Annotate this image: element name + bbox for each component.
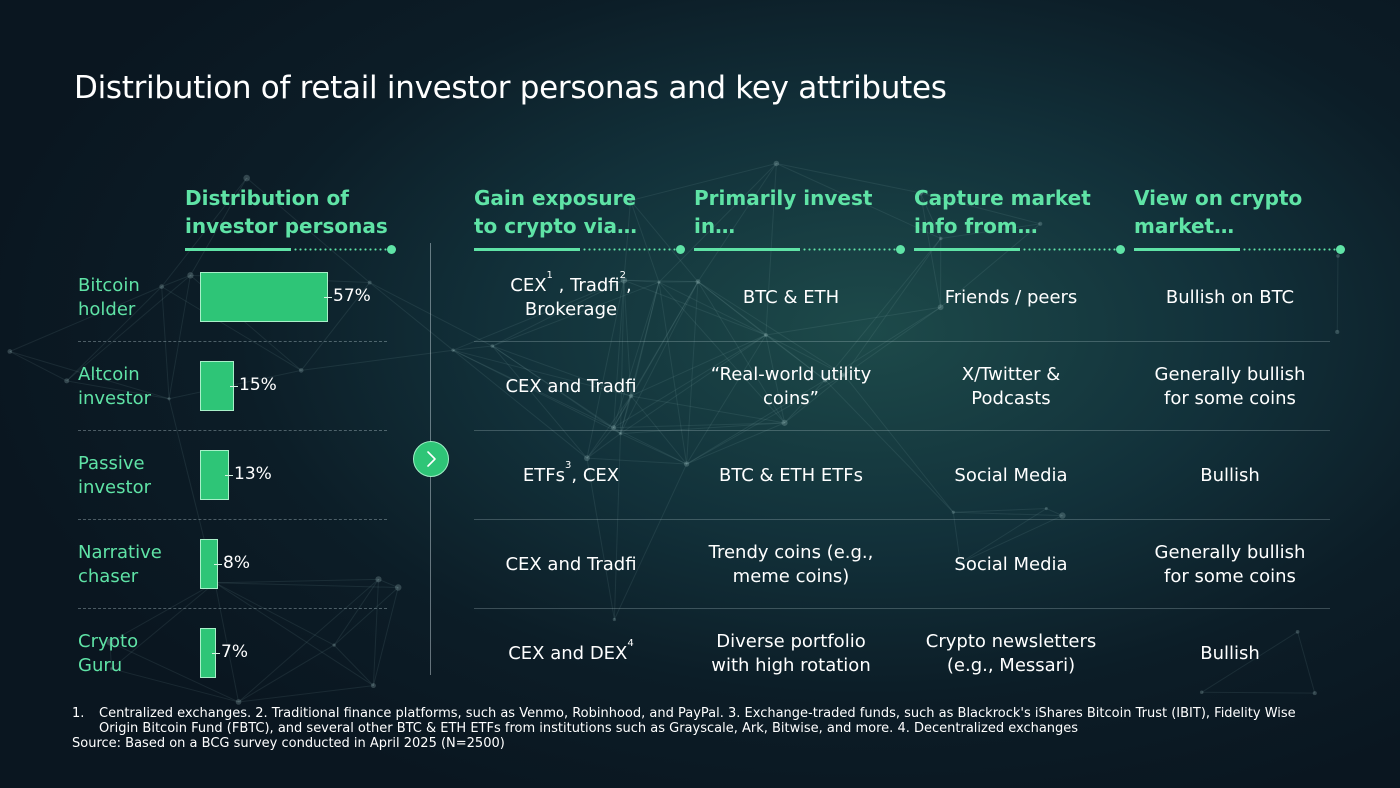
row-separator bbox=[78, 430, 387, 431]
row-separator bbox=[474, 430, 1330, 431]
cell-text: , Brokerage bbox=[524, 274, 632, 320]
column-header-label: Primarily invest in… bbox=[694, 186, 873, 238]
bar-label-tick bbox=[324, 297, 332, 298]
bar-label-tick bbox=[214, 564, 222, 565]
cell-text: CEX and DEX bbox=[508, 642, 628, 664]
cell-invest: BTC & ETH bbox=[742, 286, 840, 308]
cell-text: CEX bbox=[510, 274, 547, 296]
cell-exposure: CEX and Tradfi bbox=[461, 553, 681, 577]
cell-text: CEX and Tradfi bbox=[505, 375, 637, 397]
persona-label: Passive investor bbox=[78, 453, 151, 498]
cell-view: Bullish bbox=[1200, 464, 1260, 486]
bar-value-label: 7% bbox=[221, 642, 248, 662]
cell-info: Friends / peers bbox=[944, 286, 1078, 308]
persona-label: Narrative chaser bbox=[78, 542, 162, 587]
cell-text: , CEX bbox=[571, 464, 620, 486]
column-header-label: Gain exposure to crypto via… bbox=[474, 186, 637, 238]
footnote-marker: 4 bbox=[627, 637, 634, 649]
cell-view: Generally bullish for some coins bbox=[1154, 363, 1306, 409]
column-header-view: View on crypto market… bbox=[1134, 184, 1302, 240]
bar-value-label: 57% bbox=[333, 286, 371, 306]
column-header-rule bbox=[914, 245, 1125, 254]
cell-exposure: CEX and DEX4 bbox=[461, 638, 681, 666]
column-header-invest: Primarily invest in… bbox=[694, 184, 872, 240]
footnote-text: Centralized exchanges. 2. Traditional fi… bbox=[99, 706, 1296, 736]
bar-value-label: 15% bbox=[239, 375, 277, 395]
bar-value-label: 8% bbox=[223, 553, 250, 573]
cell-invest: Trendy coins (e.g., meme coins) bbox=[708, 541, 874, 587]
cell-info: X/Twitter & Podcasts bbox=[961, 363, 1061, 409]
footnotes: 1. Centralized exchanges. 2. Traditional… bbox=[72, 706, 1322, 751]
row-separator bbox=[78, 341, 387, 342]
persona-label: Bitcoin holder bbox=[78, 275, 140, 320]
column-header-info: Capture market info from… bbox=[914, 184, 1091, 240]
cell-info: Crypto newsletters (e.g., Messari) bbox=[925, 630, 1097, 676]
bar-label-tick bbox=[225, 475, 233, 476]
column-header-rule bbox=[1134, 245, 1345, 254]
column-header-distribution: Distribution of investor personas bbox=[185, 184, 388, 240]
column-header-exposure: Gain exposure to crypto via… bbox=[474, 184, 637, 240]
footnote-marker: 1 bbox=[546, 269, 553, 281]
footnote-number: 1. bbox=[72, 706, 85, 721]
footnote-marker: 3 bbox=[565, 459, 572, 471]
cell-info: Social Media bbox=[954, 464, 1068, 486]
bar-label-tick bbox=[230, 386, 238, 387]
column-header-label: Distribution of investor personas bbox=[185, 186, 388, 238]
row-separator bbox=[78, 519, 387, 520]
column-header-label: Capture market info from… bbox=[914, 186, 1091, 238]
cell-view: Generally bullish for some coins bbox=[1154, 541, 1306, 587]
distribution-bar bbox=[200, 272, 328, 322]
page-title: Distribution of retail investor personas… bbox=[74, 70, 947, 106]
cell-exposure: CEX1 , Tradfi2, Brokerage bbox=[461, 270, 681, 322]
cell-text: ETFs bbox=[522, 464, 565, 486]
cell-text: , Tradfi bbox=[552, 274, 620, 296]
cell-view: Bullish on BTC bbox=[1165, 286, 1295, 308]
bar-label-tick bbox=[212, 653, 220, 654]
column-header-rule bbox=[185, 245, 396, 254]
cell-invest: BTC & ETH ETFs bbox=[718, 464, 864, 486]
persona-label: Altcoin investor bbox=[78, 364, 151, 409]
column-header-rule bbox=[474, 245, 685, 254]
row-separator bbox=[474, 519, 1330, 520]
bar-value-label: 13% bbox=[234, 464, 272, 484]
column-header-rule bbox=[694, 245, 905, 254]
distribution-bar bbox=[200, 361, 234, 411]
row-separator bbox=[78, 608, 387, 609]
source-note: Source: Based on a BCG survey conducted … bbox=[72, 736, 505, 751]
cell-text: CEX and Tradfi bbox=[505, 553, 637, 575]
cell-exposure: CEX and Tradfi bbox=[461, 375, 681, 399]
chevron-right-icon bbox=[427, 451, 436, 467]
footnote-marker: 2 bbox=[619, 269, 626, 281]
row-separator bbox=[474, 608, 1330, 609]
next-button[interactable] bbox=[413, 441, 449, 477]
row-separator bbox=[474, 341, 1330, 342]
cell-info: Social Media bbox=[954, 553, 1068, 575]
cell-invest: “Real-world utility coins” bbox=[710, 363, 872, 409]
persona-label: Crypto Guru bbox=[78, 631, 139, 676]
column-header-label: View on crypto market… bbox=[1134, 186, 1303, 238]
distribution-bar bbox=[200, 450, 229, 500]
cell-exposure: ETFs3, CEX bbox=[461, 460, 681, 488]
cell-invest: Diverse portfolio with high rotation bbox=[711, 630, 871, 676]
cell-view: Bullish bbox=[1200, 642, 1260, 664]
